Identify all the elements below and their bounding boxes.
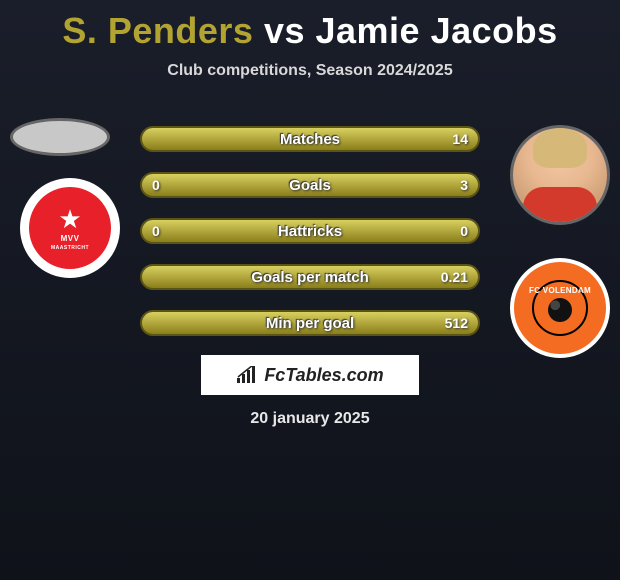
stat-left: 0: [152, 177, 160, 193]
player1-avatar: [10, 118, 110, 156]
stat-label: Matches: [280, 131, 340, 148]
club1-city: MAASTRICHT: [51, 245, 89, 251]
stat-right: 0: [460, 223, 468, 239]
stat-label: Min per goal: [266, 315, 354, 332]
stat-right: 512: [445, 315, 468, 331]
comparison-title: S. Penders vs Jamie Jacobs: [0, 0, 620, 52]
subtitle: Club competitions, Season 2024/2025: [0, 62, 620, 80]
stat-right: 3: [460, 177, 468, 193]
player2-name: Jamie Jacobs: [316, 10, 558, 51]
stats-bars: Matches 14 0 Goals 3 0 Hattricks 0 Goals…: [140, 126, 480, 356]
stat-right: 14: [452, 131, 468, 147]
stat-row-gpm: Goals per match 0.21: [140, 264, 480, 290]
brand-watermark: FcTables.com: [201, 355, 419, 395]
player1-name: S. Penders: [62, 10, 253, 51]
stat-left: 0: [152, 223, 160, 239]
club2-name: FC VOLENDAM: [529, 286, 591, 295]
barchart-icon: [236, 366, 260, 384]
stat-label: Goals per match: [251, 269, 369, 286]
title-connector: vs: [264, 10, 305, 51]
club1-abbrev: MVV: [61, 234, 80, 243]
date-label: 20 january 2025: [0, 410, 620, 428]
star-icon: ★: [58, 206, 81, 232]
stat-row-mpg: Min per goal 512: [140, 310, 480, 336]
stat-label: Hattricks: [278, 223, 342, 240]
club1-badge: ★ MVV MAASTRICHT: [20, 178, 120, 278]
club2-badge: FC VOLENDAM: [510, 258, 610, 358]
stat-row-hattricks: 0 Hattricks 0: [140, 218, 480, 244]
stat-row-goals: 0 Goals 3: [140, 172, 480, 198]
stat-label: Goals: [289, 177, 331, 194]
brand-text: FcTables.com: [264, 365, 383, 386]
stat-row-matches: Matches 14: [140, 126, 480, 152]
stat-right: 0.21: [441, 269, 468, 285]
player2-avatar: [510, 125, 610, 225]
